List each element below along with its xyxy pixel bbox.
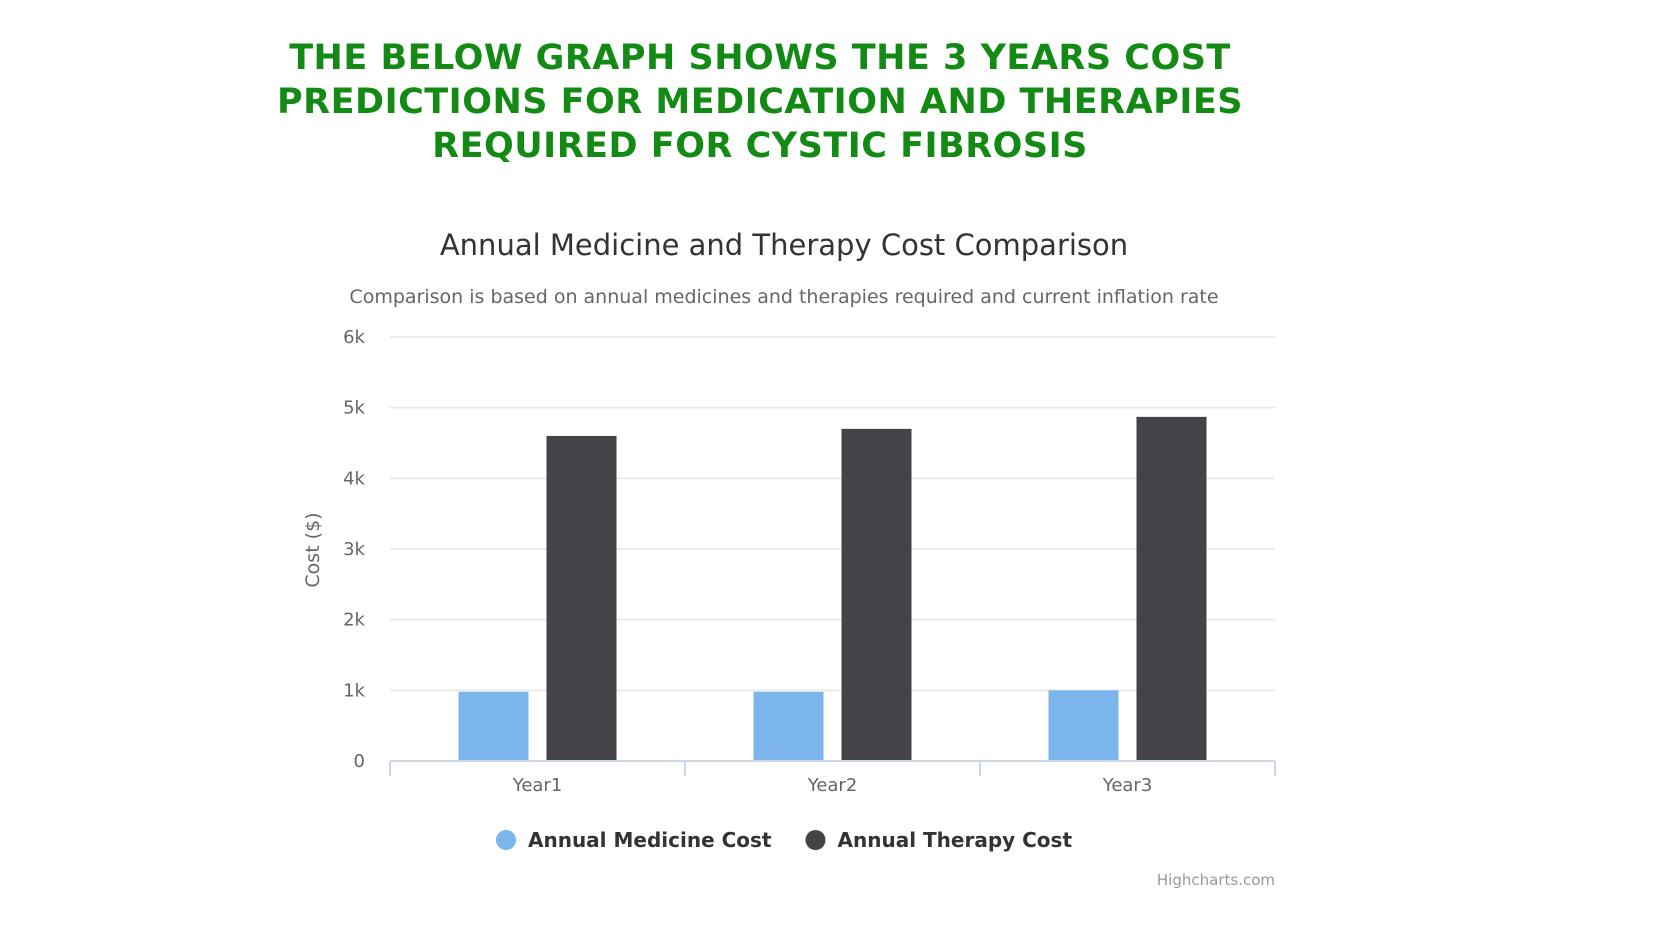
chart-title: Annual Medicine and Therapy Cost Compari… <box>440 228 1128 262</box>
bar-therapy <box>1136 416 1207 761</box>
bar-medicine <box>458 691 529 761</box>
y-axis-ticks: 0 1k 2k 3k 4k 5k 6k <box>343 327 365 772</box>
y-tick-label: 1k <box>343 680 365 701</box>
y-tick-label: 3k <box>343 539 365 560</box>
bar-series <box>458 416 1207 761</box>
page-headline: THE BELOW GRAPH SHOWS THE 3 YEARS COST P… <box>277 38 1243 166</box>
legend-label: Annual Therapy Cost <box>838 828 1073 852</box>
y-tick-label: 6k <box>343 327 365 348</box>
chart-legend[interactable]: Annual Medicine Cost Annual Therapy Cost <box>495 828 1073 852</box>
legend-marker-therapy <box>805 830 826 850</box>
y-tick-label: 2k <box>343 610 365 631</box>
bar-medicine <box>753 691 824 761</box>
chart-subtitle: Comparison is based on annual medicines … <box>349 286 1218 308</box>
grid-lines <box>390 336 1275 692</box>
y-tick-label: 4k <box>343 468 365 489</box>
x-axis: Year1 Year2 Year3 <box>389 760 1276 796</box>
bar-medicine <box>1048 690 1119 761</box>
x-tick-label: Year2 <box>807 775 858 796</box>
x-tick-label: Year1 <box>512 775 563 796</box>
bar-therapy <box>546 435 617 761</box>
legend-label: Annual Medicine Cost <box>528 828 772 852</box>
chart-credit[interactable]: Highcharts.com <box>1157 871 1275 889</box>
x-tick-label: Year3 <box>1102 775 1153 796</box>
y-axis-title: Cost ($) <box>302 512 324 587</box>
bar-therapy <box>841 428 912 761</box>
y-tick-label: 0 <box>354 751 365 772</box>
y-tick-label: 5k <box>343 398 365 419</box>
legend-marker-medicine <box>495 830 516 850</box>
